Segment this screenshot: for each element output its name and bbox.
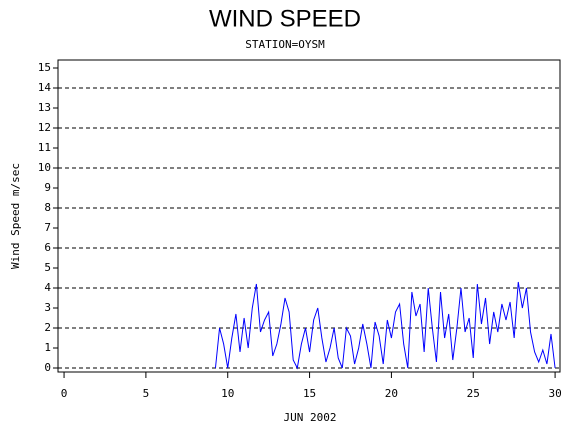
- y-tick-label: 7: [44, 221, 51, 234]
- x-tick-label: 5: [143, 387, 150, 400]
- y-tick-label: 1: [44, 341, 51, 354]
- line-series: [214, 281, 556, 370]
- y-tick-label: 4: [44, 281, 51, 294]
- x-tick-label: 15: [303, 387, 316, 400]
- y-tick-label: 6: [44, 241, 51, 254]
- x-tick-label: 30: [548, 387, 561, 400]
- y-tick-label: 2: [44, 321, 51, 334]
- y-tick-label: 14: [38, 81, 52, 94]
- chart-title: WIND SPEED: [209, 5, 361, 32]
- y-tick-label: 9: [44, 181, 51, 194]
- x-tick-label: 0: [61, 387, 68, 400]
- y-tick-label: 10: [38, 161, 51, 174]
- x-axis-label: JUN 2002: [284, 411, 337, 424]
- x-tick-label: 10: [221, 387, 234, 400]
- y-tick-label: 11: [38, 141, 51, 154]
- chart-subtitle: STATION=OYSM: [245, 38, 325, 51]
- y-axis-label: Wind Speed m/sec: [9, 163, 22, 269]
- y-tick-label: 3: [44, 301, 51, 314]
- y-tick-label: 13: [38, 101, 51, 114]
- y-tick-label: 12: [38, 121, 51, 134]
- y-tick-label: 5: [44, 261, 51, 274]
- y-tick-label: 15: [38, 61, 51, 74]
- x-tick-label: 20: [385, 387, 398, 400]
- plot-frame: [57, 59, 561, 373]
- x-tick-label: 25: [467, 387, 480, 400]
- y-tick-label: 0: [44, 361, 51, 374]
- y-tick-label: 8: [44, 201, 51, 214]
